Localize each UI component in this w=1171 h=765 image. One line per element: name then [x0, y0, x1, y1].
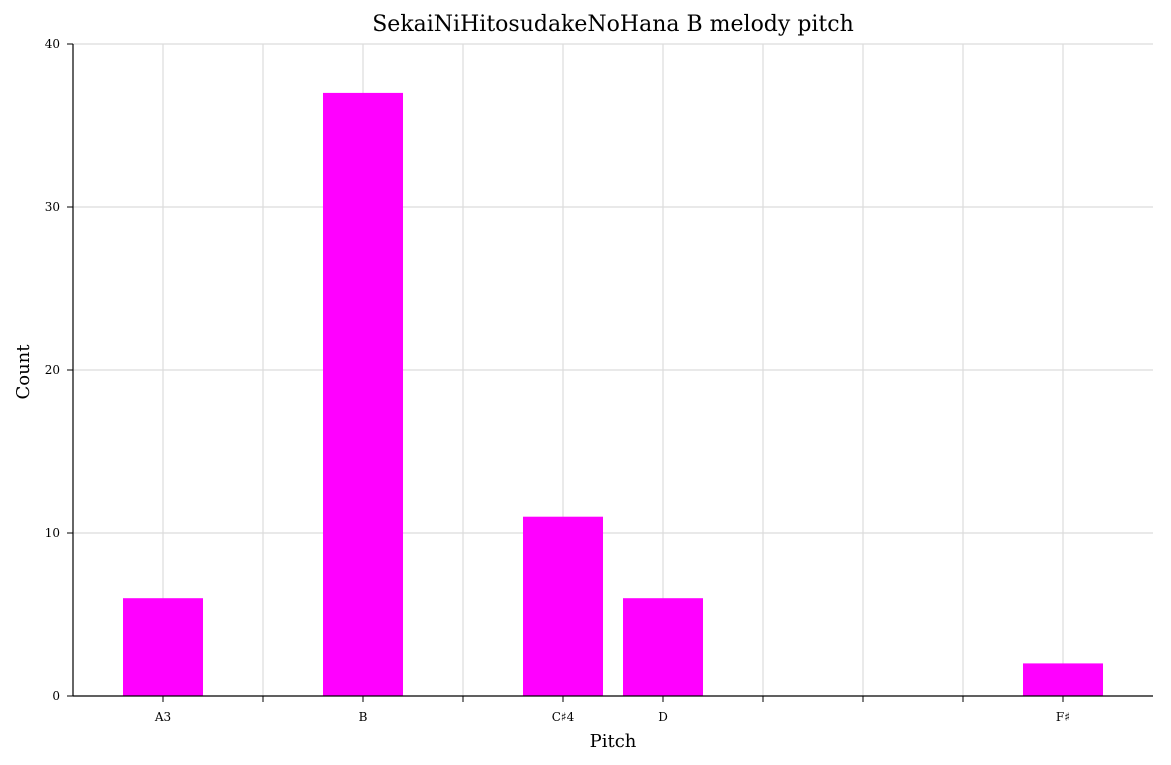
x-tick-label: C♯4 [552, 710, 575, 724]
bars [123, 92, 1103, 696]
x-axis-label: Pitch [590, 731, 637, 752]
y-tick-label: 10 [45, 526, 60, 540]
y-tick-label: 20 [45, 363, 60, 377]
grid [73, 43, 1153, 696]
y-tick-label: 40 [45, 37, 60, 51]
bar-A3 [123, 598, 203, 696]
bar-F♯ [1023, 663, 1103, 696]
bar-C♯4 [523, 516, 603, 696]
x-tick-label: D [658, 710, 668, 724]
x-tick-label: A3 [154, 710, 171, 724]
x-tick-label: B [359, 710, 368, 724]
y-axis-label: Count [13, 344, 34, 400]
y-tick-label: 30 [45, 200, 60, 214]
bar-D [623, 598, 703, 696]
chart-title: SekaiNiHitosudakeNoHana B melody pitch [372, 12, 854, 37]
y-tick-label: 0 [52, 689, 60, 703]
axes: 0 10 20 30 40 A3 B C♯4 D F♯ [45, 37, 1153, 724]
x-tick-label: F♯ [1056, 710, 1070, 724]
bar-B [323, 92, 403, 696]
